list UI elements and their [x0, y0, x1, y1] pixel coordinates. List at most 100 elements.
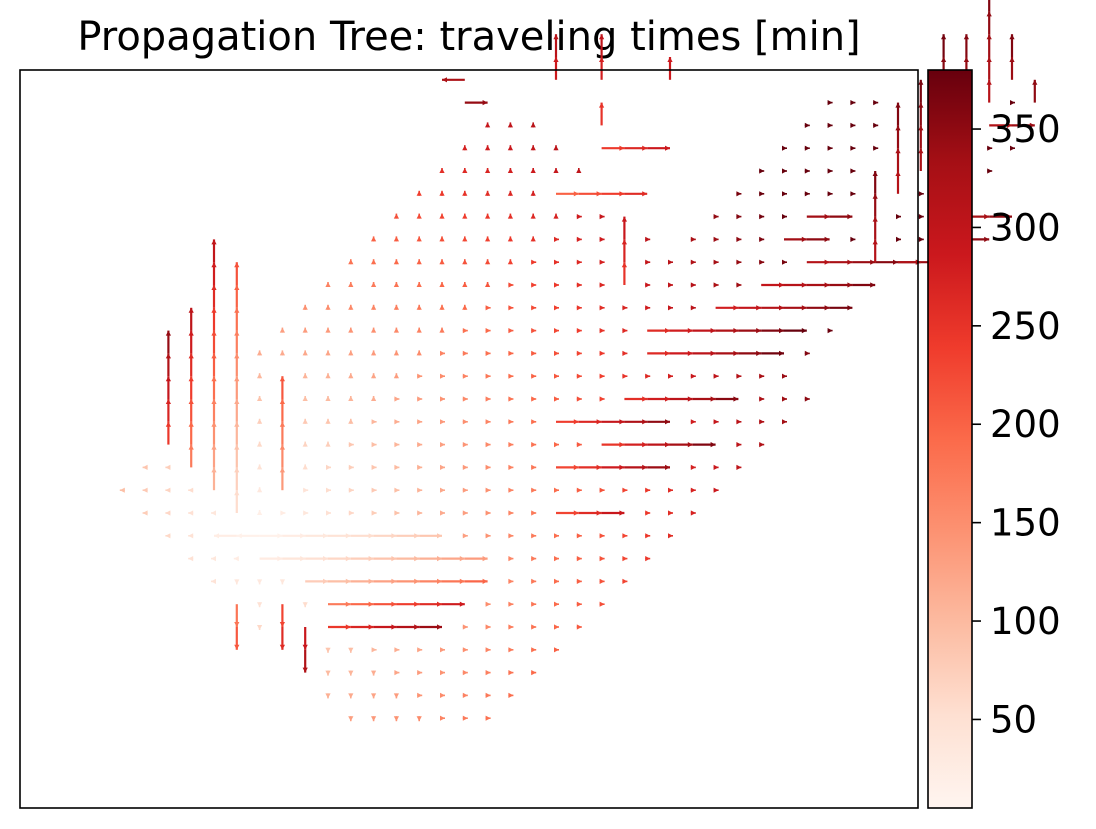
propagation-arrow: [554, 396, 559, 402]
propagation-arrow: [576, 556, 582, 562]
propagation-arrow: [326, 487, 331, 493]
propagation-arrow: [576, 168, 582, 173]
propagation-arrow: [601, 419, 625, 425]
propagation-arrow: [622, 305, 628, 311]
propagation-arrow: [804, 396, 810, 402]
propagation-arrow: [554, 556, 559, 562]
propagation-arrow: [918, 214, 924, 220]
propagation-arrow: [165, 487, 171, 493]
propagation-arrow: [806, 236, 830, 242]
propagation-arrow: [394, 647, 400, 653]
propagation-arrow: [690, 487, 696, 493]
propagation-arrow: [713, 259, 719, 265]
propagation-arrow: [601, 464, 625, 470]
propagation-arrow: [736, 464, 742, 470]
propagation-arrow: [668, 510, 673, 516]
propagation-arrow: [530, 236, 536, 242]
propagation-arrow: [508, 442, 514, 448]
propagation-arrow: [918, 191, 924, 197]
propagation-arrow: [328, 601, 351, 607]
propagation-arrow: [439, 190, 445, 196]
propagation-arrow: [462, 190, 468, 196]
propagation-arrow: [371, 282, 377, 287]
propagation-arrow: [462, 442, 468, 448]
propagation-arrow: [326, 464, 331, 470]
propagation-arrow: [485, 624, 491, 630]
propagation-arrow: [350, 556, 374, 562]
quiver-arrows: [119, 0, 1038, 722]
propagation-arrow: [393, 693, 399, 699]
propagation-arrow: [393, 282, 399, 287]
propagation-arrow: [325, 304, 331, 310]
propagation-arrow: [736, 419, 742, 425]
propagation-arrow: [417, 373, 423, 379]
propagation-arrow: [508, 350, 514, 356]
propagation-arrow: [416, 259, 422, 265]
propagation-arrow: [715, 305, 739, 311]
propagation-arrow: [827, 122, 833, 128]
propagation-arrow: [599, 102, 605, 126]
propagation-arrow: [554, 236, 559, 242]
propagation-arrow: [350, 601, 374, 607]
propagation-arrow: [736, 236, 742, 242]
propagation-arrow: [508, 510, 514, 516]
propagation-arrow: [715, 328, 739, 334]
propagation-arrow: [576, 578, 582, 584]
propagation-arrow: [396, 601, 420, 607]
propagation-arrow: [918, 148, 924, 171]
propagation-arrow: [715, 396, 739, 402]
propagation-arrow: [1010, 145, 1015, 151]
propagation-arrow: [282, 556, 306, 562]
propagation-arrow: [119, 487, 125, 493]
propagation-arrow: [325, 350, 331, 356]
propagation-arrow: [622, 328, 628, 334]
propagation-arrow: [326, 510, 331, 516]
propagation-arrow: [462, 373, 468, 379]
propagation-arrow: [829, 282, 853, 288]
propagation-arrow: [234, 467, 240, 491]
propagation-arrow: [507, 145, 513, 151]
propagation-arrow: [305, 533, 328, 539]
propagation-arrow: [647, 145, 670, 151]
propagation-arrow: [508, 556, 514, 562]
propagation-arrow: [211, 444, 217, 468]
propagation-arrow: [576, 396, 582, 402]
propagation-arrow: [507, 213, 513, 219]
propagation-arrow: [507, 236, 513, 242]
propagation-arrow: [827, 328, 833, 334]
propagation-arrow: [394, 464, 400, 470]
propagation-arrow: [986, 79, 992, 103]
propagation-arrow: [371, 327, 377, 333]
propagation-arrow: [325, 418, 331, 424]
propagation-arrow: [416, 350, 422, 356]
propagation-arrow: [302, 441, 308, 447]
propagation-arrow: [211, 376, 217, 399]
propagation-arrow: [578, 419, 602, 425]
propagation-arrow: [485, 259, 491, 265]
propagation-arrow: [850, 100, 856, 106]
propagation-arrow: [348, 464, 354, 470]
propagation-arrow: [713, 214, 719, 220]
propagation-arrow: [599, 328, 605, 334]
propagation-arrow: [645, 556, 651, 562]
propagation-arrow: [531, 487, 537, 493]
propagation-arrow: [622, 487, 628, 493]
propagation-arrow: [578, 191, 602, 197]
propagation-arrow: [417, 670, 423, 676]
propagation-arrow: [211, 239, 217, 263]
propagation-arrow: [485, 350, 491, 356]
colorbar-tick-label: 50: [990, 698, 1037, 741]
propagation-arrow: [806, 305, 830, 311]
propagation-arrow: [371, 510, 377, 516]
propagation-arrow: [850, 145, 856, 151]
propagation-arrow: [371, 396, 377, 401]
propagation-arrow: [531, 647, 537, 653]
propagation-arrow: [576, 259, 582, 265]
propagation-arrow: [325, 327, 331, 333]
propagation-arrow: [417, 442, 423, 448]
propagation-arrow: [348, 259, 354, 265]
propagation-arrow: [350, 533, 374, 539]
propagation-arrow: [396, 556, 420, 562]
propagation-arrow: [485, 282, 491, 287]
